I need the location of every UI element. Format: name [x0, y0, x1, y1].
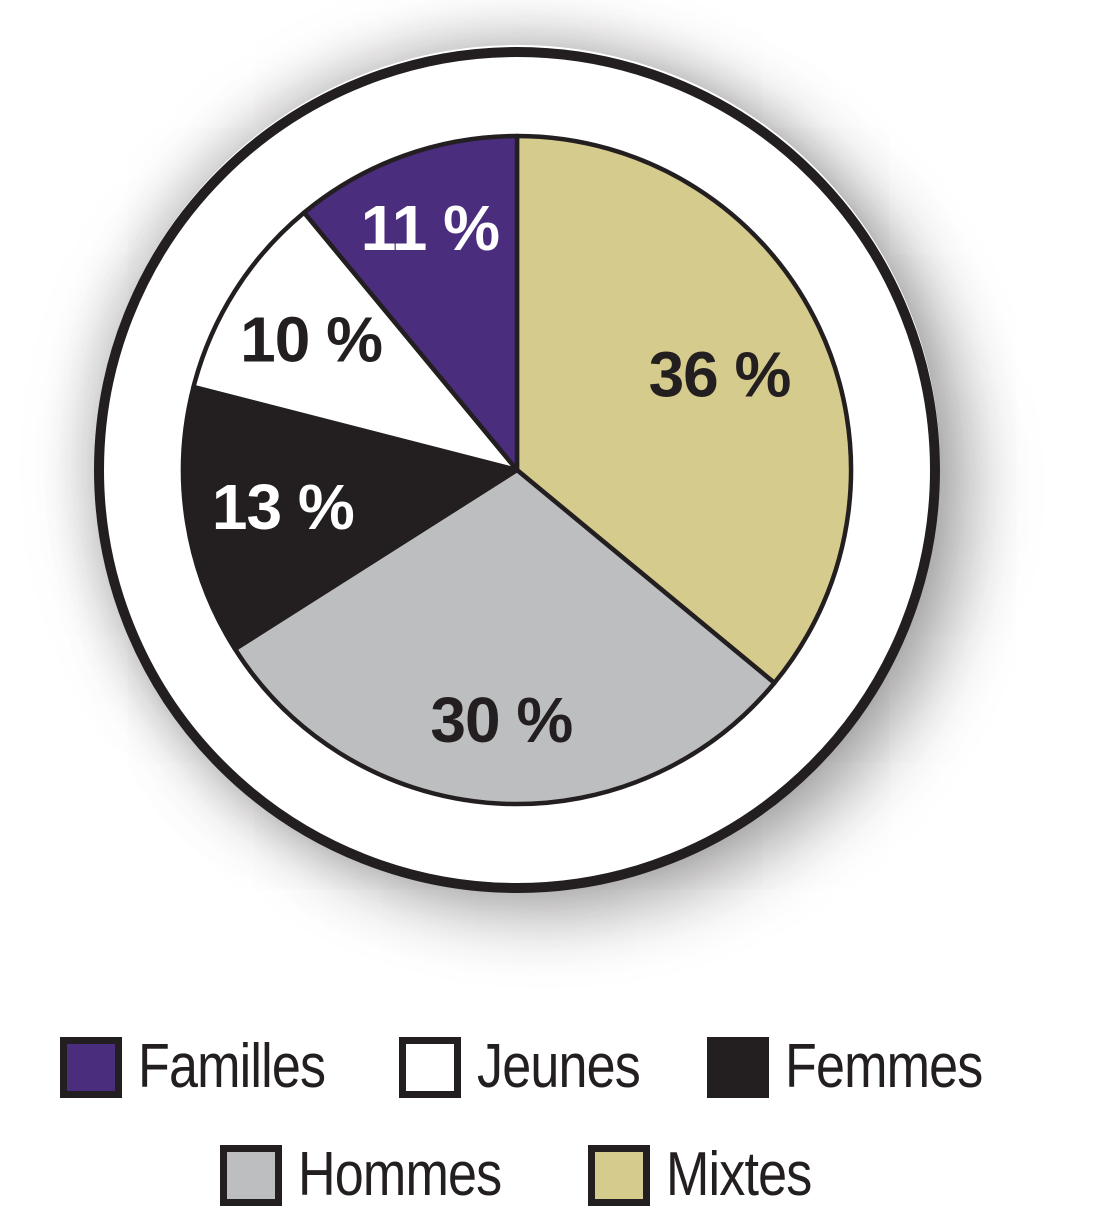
legend-label-femmes: Femmes: [785, 1032, 983, 1101]
hommes-swatch: [220, 1144, 282, 1206]
pie-slice-femmes: [180, 384, 520, 652]
pie-chart: 36 % 30 % 13 % 10 % 11 %: [94, 47, 940, 893]
legend-item-mixtes: Mixtes: [588, 1144, 839, 1206]
legend-item-jeunes: Jeunes: [399, 1036, 671, 1098]
pie-label-jeunes: 10 %: [240, 303, 382, 375]
pie-slices: 36 % 30 % 13 % 10 % 11 %: [180, 133, 854, 807]
legend-label-familles: Familles: [138, 1032, 326, 1101]
pie-slice-mixtes: [514, 133, 854, 686]
pie-chart-svg: 36 % 30 % 13 % 10 % 11 %: [94, 47, 940, 893]
mixtes-swatch: [588, 1144, 650, 1206]
legend-label-jeunes: Jeunes: [477, 1032, 641, 1101]
legend-label-mixtes: Mixtes: [666, 1140, 812, 1209]
pie-label-mixtes: 36 %: [649, 339, 791, 411]
pie-slice-hommes: [232, 467, 777, 807]
pie-label-familles: 11 %: [361, 192, 499, 264]
legend-item-hommes: Hommes: [220, 1144, 540, 1206]
pie-label-hommes: 30 %: [430, 684, 572, 756]
legend-item-femmes: Femmes: [707, 1036, 1020, 1098]
jeunes-swatch: [399, 1036, 461, 1098]
pie-slice-familles: [301, 133, 520, 473]
pie-slice-jeunes: [191, 210, 520, 473]
familles-swatch: [60, 1036, 122, 1098]
femmes-swatch: [707, 1036, 769, 1098]
legend-label-hommes: Hommes: [298, 1140, 502, 1209]
pie-label-femmes: 13 %: [212, 471, 354, 543]
legend-item-familles: Familles: [60, 1036, 361, 1098]
